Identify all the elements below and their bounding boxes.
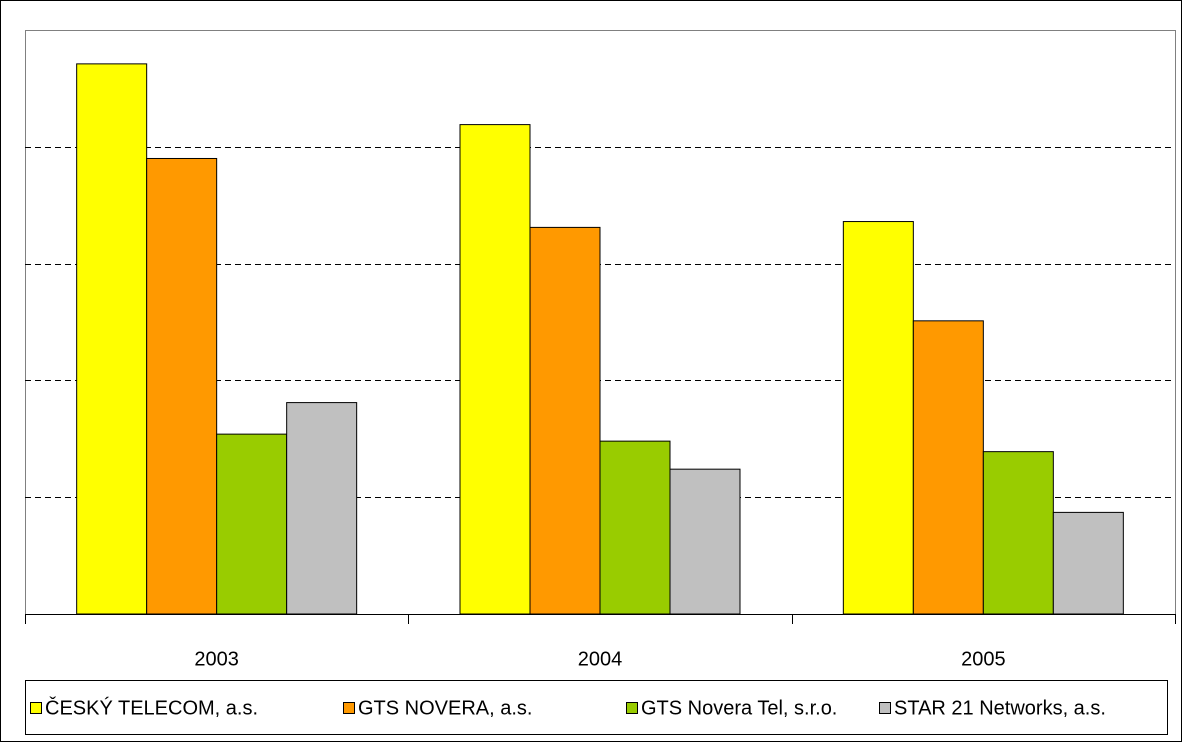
bar (842, 221, 914, 615)
legend-label: GTS Novera Tel, s.r.o. (641, 697, 837, 719)
bar (529, 226, 601, 615)
bar (912, 320, 984, 615)
legend-swatch (626, 702, 638, 714)
bar (146, 157, 218, 615)
x-tick-label: 2005 (961, 648, 1006, 670)
legend-swatch (879, 702, 891, 714)
legend-box (25, 680, 1168, 735)
legend-swatch (343, 702, 355, 714)
bar (286, 402, 358, 615)
bar (669, 468, 741, 615)
x-tick-label: 2004 (578, 648, 623, 670)
bar (982, 451, 1054, 615)
legend-swatch (30, 702, 42, 714)
legend-label: GTS NOVERA, a.s. (358, 697, 532, 719)
bar (216, 433, 288, 615)
bar (1052, 511, 1124, 615)
bar (76, 63, 148, 615)
bar (599, 440, 671, 615)
legend-label: STAR 21 Networks, a.s. (894, 697, 1106, 719)
legend-label: ČESKÝ TELECOM, a.s. (45, 696, 258, 719)
x-tick-label: 2003 (194, 648, 239, 670)
bar (459, 124, 531, 615)
